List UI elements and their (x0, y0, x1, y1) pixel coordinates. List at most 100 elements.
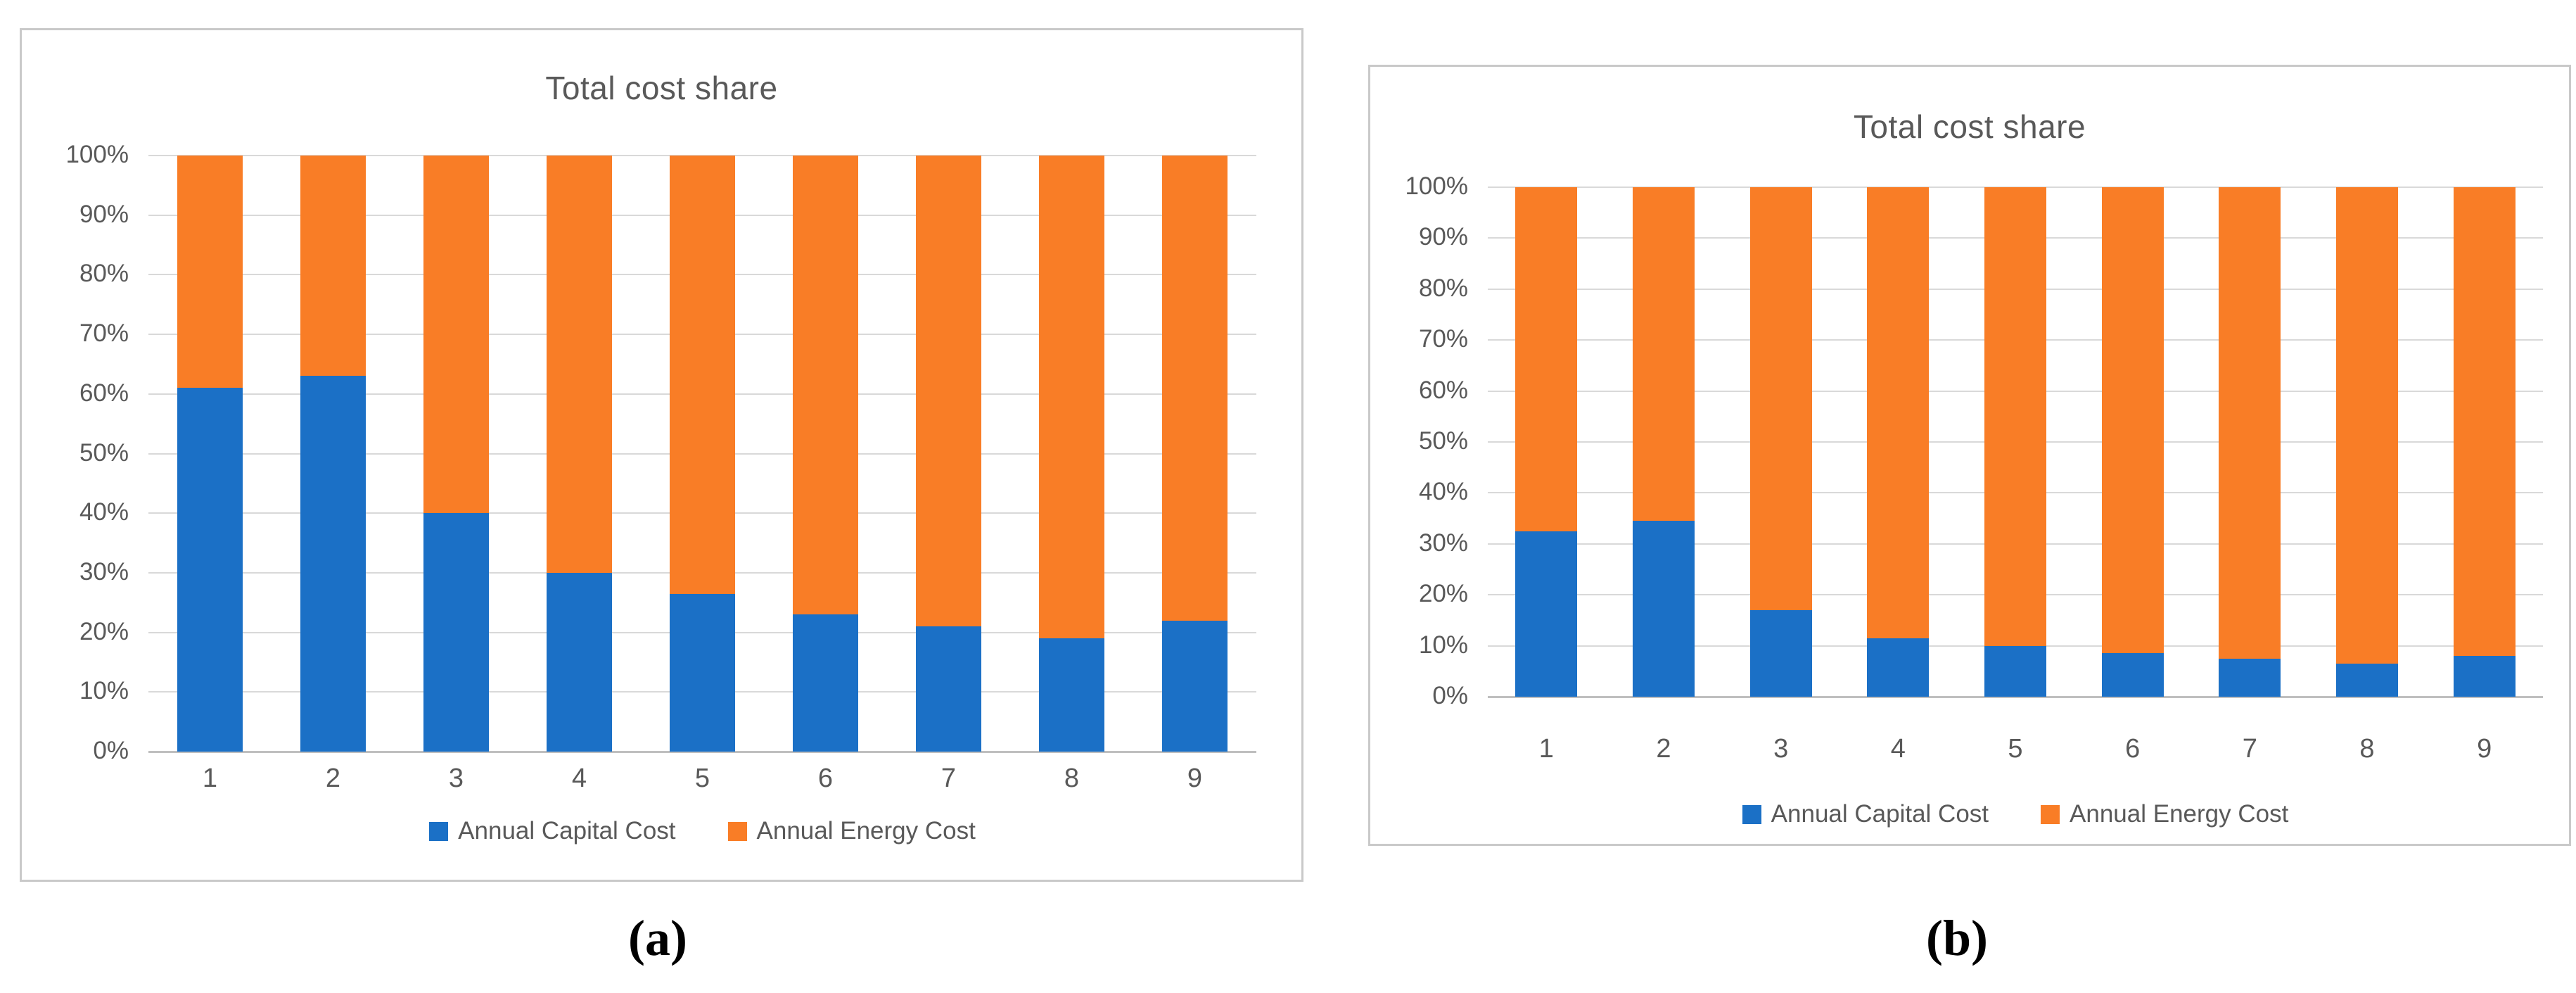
bar-segment-energy (670, 156, 735, 594)
stacked-bar (1984, 187, 2047, 697)
chart-legend: Annual Capital Cost Annual Energy Cost (1488, 800, 2543, 828)
bar-segment-capital (670, 593, 735, 752)
bar-segment-energy (547, 156, 612, 573)
bar-segment-capital (2219, 658, 2281, 697)
chart-panel-b: Total cost share 0% 10% 20% 30% 40% 50% 60% 70%… (1368, 65, 2571, 846)
bar-segment-capital (916, 626, 981, 752)
y-tick-label: 90% (1418, 223, 1468, 251)
bar-segment-energy (1984, 187, 2047, 646)
y-tick-label: 80% (1418, 274, 1468, 302)
bar-segment-energy (177, 156, 243, 388)
x-tick-label: 1 (202, 764, 218, 793)
chart-legend: Annual Capital Cost Annual Energy Cost (148, 817, 1256, 845)
bar-segment-energy (1867, 187, 1930, 638)
y-tick-label: 30% (1418, 529, 1468, 557)
legend-item: Annual Energy Cost (727, 817, 976, 845)
legend-label: Annual Energy Cost (2070, 800, 2289, 828)
y-tick-label: 30% (79, 557, 129, 586)
bar-segment-energy (1632, 187, 1695, 521)
x-tick-label: 9 (1187, 764, 1203, 793)
bar-segment-capital (300, 376, 366, 752)
bar-segment-capital (1984, 645, 2047, 697)
y-tick-label: 40% (79, 498, 129, 526)
legend-item: Annual Energy Cost (2041, 800, 2288, 828)
legend-item: Annual Capital Cost (1742, 800, 1989, 828)
y-tick-label: 0% (93, 737, 129, 764)
legend-label: Annual Energy Cost (756, 817, 976, 845)
x-tick-label: 8 (2359, 734, 2375, 764)
legend-label: Annual Capital Cost (1771, 800, 1989, 828)
x-tick-label: 4 (571, 764, 587, 793)
bar-segment-energy (1039, 156, 1104, 639)
bar-segment-energy (1162, 156, 1228, 621)
x-tick-label: 3 (1773, 734, 1789, 764)
bar-segment-capital (1749, 609, 1812, 697)
bar-segment-capital (2101, 653, 2164, 697)
chart-panel-a: Total cost share 0% 10% 20% 30% 40% 50% 60% 70%… (20, 28, 1303, 882)
gridline (148, 155, 1256, 156)
y-tick-label: 10% (79, 677, 129, 705)
subfigure-caption-b: (b) (1926, 910, 1988, 966)
bar-segment-energy (2335, 187, 2399, 664)
y-tick-label: 90% (79, 200, 129, 228)
legend-swatch-capital-icon (429, 821, 449, 841)
x-axis-line (1488, 696, 2543, 698)
x-axis-line (148, 751, 1256, 753)
bar-segment-capital (793, 614, 858, 752)
legend-swatch-energy-icon (2041, 804, 2060, 824)
chart-title: Total cost share (1853, 108, 2086, 145)
bar-segment-energy (1749, 187, 1812, 610)
y-tick-label: 20% (1418, 580, 1468, 608)
stacked-bar (670, 156, 735, 752)
stacked-bar (1749, 187, 1812, 697)
y-tick-label: 60% (1418, 376, 1468, 404)
x-tick-label: 5 (694, 764, 710, 793)
stacked-bar (2453, 187, 2516, 697)
stacked-bar (1867, 187, 1930, 697)
x-tick-label: 8 (1064, 764, 1080, 793)
y-tick-label: 100% (65, 141, 129, 168)
x-tick-label: 9 (2477, 734, 2492, 764)
x-tick-label: 6 (2125, 734, 2141, 764)
stacked-bar (177, 156, 243, 752)
bar-segment-capital (2335, 663, 2399, 697)
bar-segment-capital (1039, 638, 1104, 752)
stacked-bar (793, 156, 858, 752)
stacked-bar (547, 156, 612, 752)
bar-segment-capital (1515, 531, 1578, 697)
y-tick-label: 50% (1418, 427, 1468, 455)
stacked-bar (916, 156, 981, 752)
legend-swatch-capital-icon (1742, 804, 1761, 824)
x-tick-label: 1 (1538, 734, 1554, 764)
legend-label: Annual Capital Cost (458, 817, 676, 845)
stacked-bar (2101, 187, 2164, 697)
bar-segment-capital (547, 572, 612, 752)
chart-title: Total cost share (545, 70, 778, 106)
bar-segment-energy (2101, 187, 2164, 654)
bar-segment-capital (1632, 521, 1695, 697)
stacked-bar (423, 156, 489, 752)
stacked-bar (300, 156, 366, 752)
y-tick-label: 80% (79, 260, 129, 288)
y-tick-label: 70% (1418, 325, 1468, 353)
y-tick-label: 60% (79, 379, 129, 407)
bar-segment-capital (1162, 620, 1228, 752)
x-tick-label: 2 (325, 764, 341, 793)
stacked-bar (2219, 187, 2281, 697)
bar-segment-capital (2453, 656, 2516, 697)
x-tick-label: 6 (817, 764, 834, 793)
x-tick-label: 7 (941, 764, 957, 793)
bar-segment-capital (1867, 638, 1930, 697)
plot-area (1488, 186, 2543, 698)
stacked-bar (1039, 156, 1104, 752)
stacked-bar (2335, 187, 2399, 697)
y-tick-label: 100% (1405, 172, 1468, 200)
subfigure-caption-a: (a) (628, 910, 687, 966)
bar-segment-energy (2453, 187, 2516, 657)
stacked-bar (1515, 187, 1578, 697)
legend-swatch-energy-icon (727, 821, 747, 841)
bar-segment-energy (423, 156, 489, 514)
legend-item: Annual Capital Cost (429, 817, 676, 845)
bar-segment-capital (423, 513, 489, 752)
